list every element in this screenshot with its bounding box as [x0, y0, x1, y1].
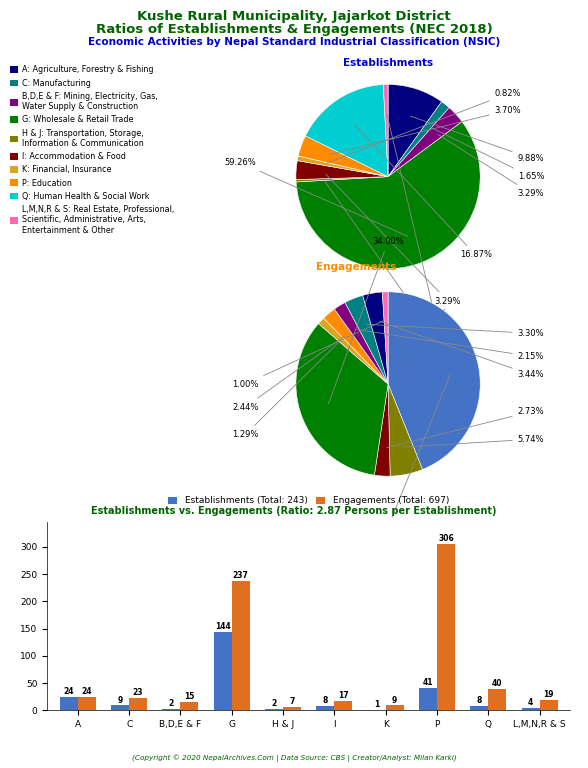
- Bar: [214, 632, 232, 710]
- Bar: [437, 544, 455, 710]
- Wedge shape: [382, 292, 388, 384]
- Wedge shape: [383, 84, 388, 177]
- Text: 2.73%: 2.73%: [387, 407, 544, 448]
- Text: 237: 237: [233, 571, 249, 581]
- Bar: [488, 689, 506, 710]
- Wedge shape: [363, 292, 388, 384]
- Wedge shape: [345, 296, 388, 384]
- Bar: [111, 706, 129, 710]
- Wedge shape: [388, 108, 462, 177]
- Text: Kushe Rural Municipality, Jajarkot District: Kushe Rural Municipality, Jajarkot Distr…: [137, 10, 451, 23]
- Bar: [129, 698, 147, 710]
- Text: 2.44%: 2.44%: [232, 336, 345, 412]
- Wedge shape: [298, 136, 388, 177]
- Text: 2: 2: [169, 700, 174, 709]
- Bar: [283, 707, 301, 710]
- Text: Establishments vs. Engagements (Ratio: 2.87 Persons per Establishment): Establishments vs. Engagements (Ratio: 2…: [91, 506, 497, 516]
- Text: 59.26%: 59.26%: [225, 158, 407, 236]
- Bar: [232, 581, 250, 710]
- Text: 1.00%: 1.00%: [232, 321, 383, 389]
- Text: 4: 4: [528, 698, 533, 707]
- Wedge shape: [298, 156, 388, 177]
- Bar: [181, 702, 198, 710]
- Wedge shape: [296, 177, 388, 182]
- Text: 9: 9: [392, 696, 397, 705]
- Text: 8: 8: [323, 697, 328, 705]
- Text: 2.15%: 2.15%: [357, 329, 544, 361]
- Wedge shape: [296, 161, 388, 180]
- Text: 41: 41: [423, 678, 433, 687]
- Text: Engagements: Engagements: [316, 262, 396, 272]
- Text: 3.29%: 3.29%: [438, 134, 544, 197]
- Text: 0.83%: 0.83%: [387, 115, 447, 317]
- Text: 34.00%: 34.00%: [329, 237, 404, 404]
- Bar: [470, 706, 488, 710]
- Wedge shape: [388, 101, 449, 177]
- Bar: [540, 700, 557, 710]
- Text: 15: 15: [184, 693, 195, 701]
- Wedge shape: [323, 309, 388, 384]
- Text: 3.29%: 3.29%: [326, 174, 461, 306]
- Text: Ratios of Establishments & Engagements (NEC 2018): Ratios of Establishments & Engagements (…: [96, 23, 492, 36]
- Text: 3.30%: 3.30%: [367, 324, 544, 338]
- Text: 17: 17: [338, 691, 349, 700]
- Bar: [78, 697, 96, 710]
- Bar: [386, 706, 403, 710]
- Text: 40: 40: [492, 679, 503, 688]
- Text: 5.74%: 5.74%: [404, 435, 544, 447]
- Text: 0.41%: 0.41%: [325, 182, 429, 315]
- Text: Economic Activities by Nepal Standard Industrial Classification (NSIC): Economic Activities by Nepal Standard In…: [88, 37, 500, 47]
- Wedge shape: [388, 292, 480, 469]
- Wedge shape: [305, 84, 388, 177]
- Bar: [419, 688, 437, 710]
- Text: 9: 9: [118, 696, 123, 705]
- Text: 43.90%: 43.90%: [372, 374, 450, 531]
- Bar: [60, 697, 78, 710]
- Text: 24: 24: [64, 687, 74, 697]
- Wedge shape: [375, 384, 390, 476]
- Legend: A: Agriculture, Forestry & Fishing, C: Manufacturing, B,D,E & F: Mining, Electri: A: Agriculture, Forestry & Fishing, C: M…: [10, 65, 174, 235]
- Text: 7: 7: [289, 697, 295, 706]
- Wedge shape: [388, 384, 423, 476]
- Text: 9.88%: 9.88%: [410, 116, 544, 163]
- Text: 306: 306: [438, 534, 454, 543]
- Text: 1: 1: [374, 700, 379, 709]
- Bar: [522, 708, 540, 710]
- Wedge shape: [388, 84, 442, 177]
- Text: (Copyright © 2020 NepalArchives.Com | Data Source: CBS | Creator/Analyst: Milan : (Copyright © 2020 NepalArchives.Com | Da…: [132, 754, 456, 762]
- Wedge shape: [296, 323, 388, 475]
- Legend: Establishments (Total: 243), Engagements (Total: 697): Establishments (Total: 243), Engagements…: [165, 493, 453, 509]
- Text: 3.70%: 3.70%: [330, 106, 521, 154]
- Wedge shape: [335, 303, 388, 384]
- Text: 1.29%: 1.29%: [232, 342, 339, 439]
- Text: 23: 23: [133, 688, 143, 697]
- Text: 0.82%: 0.82%: [328, 89, 521, 163]
- Text: 1.65%: 1.65%: [431, 127, 544, 181]
- Wedge shape: [319, 318, 388, 384]
- Bar: [316, 706, 335, 710]
- Text: 2: 2: [272, 700, 277, 709]
- Text: 8: 8: [477, 697, 482, 705]
- Text: 24: 24: [82, 687, 92, 697]
- Bar: [335, 701, 352, 710]
- Text: 19: 19: [543, 690, 554, 699]
- Wedge shape: [296, 121, 480, 269]
- Text: Establishments: Establishments: [343, 58, 433, 68]
- Text: 3.44%: 3.44%: [380, 321, 544, 379]
- Text: 16.87%: 16.87%: [355, 124, 492, 260]
- Text: 144: 144: [215, 622, 230, 631]
